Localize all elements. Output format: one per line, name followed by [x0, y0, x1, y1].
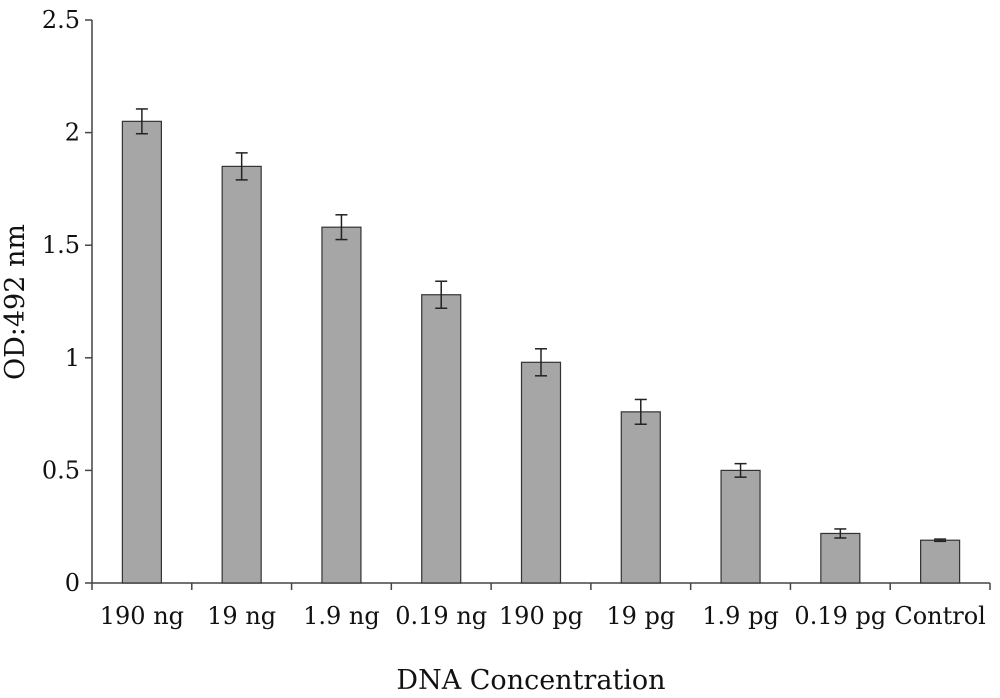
- y-tick-label: 0.5: [42, 456, 80, 484]
- bar: [820, 532, 861, 584]
- x-tick-label: 190 ng: [100, 602, 184, 630]
- y-ticks: 0 0.5 1 1.5 2 2.5: [42, 6, 92, 597]
- bar: [920, 539, 961, 584]
- error-bar: [834, 528, 847, 539]
- bar: [620, 411, 661, 584]
- error-bar: [435, 280, 448, 310]
- x-tick-label: 190 pg: [499, 602, 583, 630]
- error-bar: [934, 538, 947, 543]
- bar: [321, 226, 362, 584]
- x-tick-label: 0.19 ng: [395, 602, 487, 630]
- bar: [421, 294, 462, 584]
- bars: [121, 120, 961, 584]
- y-tick-label: 2: [65, 119, 80, 147]
- error-bar: [335, 214, 348, 241]
- y-tick-label: 1.5: [42, 231, 80, 259]
- error-bar: [135, 108, 148, 135]
- x-tick-label: Control: [894, 602, 986, 630]
- error-bars: [135, 108, 947, 543]
- y-tick-label: 0: [65, 569, 80, 597]
- x-tick-label: 0.19 pg: [794, 602, 886, 630]
- error-bar: [634, 398, 647, 425]
- x-tick-label: 1.9 ng: [303, 602, 380, 630]
- x-tick-label: 1.9 pg: [702, 602, 779, 630]
- bar: [720, 469, 761, 584]
- bar: [121, 120, 162, 584]
- x-ticks: 190 ng 19 ng 1.9 ng 0.19 ng 190 pg 19 pg 1.9 p…: [91, 583, 991, 630]
- y-axis-title: OD:492 nm: [0, 224, 31, 380]
- error-bar: [235, 152, 248, 181]
- y-tick-label: 1: [65, 344, 80, 372]
- error-bar: [535, 348, 547, 377]
- bar: [221, 165, 262, 584]
- y-tick-label: 2.5: [42, 6, 80, 34]
- bar: [520, 361, 562, 584]
- x-axis-title: DNA Concentration: [396, 665, 665, 696]
- x-tick-label: 19 pg: [606, 602, 675, 630]
- x-tick-label: 19 ng: [207, 602, 276, 630]
- error-bar: [734, 462, 747, 478]
